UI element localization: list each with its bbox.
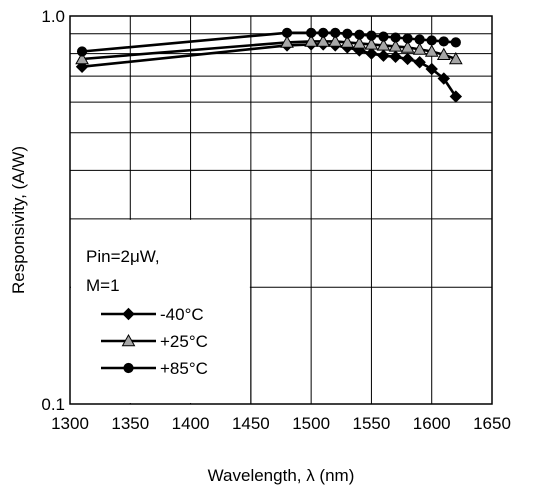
data-point bbox=[304, 34, 318, 47]
data-point bbox=[364, 37, 379, 50]
annotation-line-1: Pin=2μW, bbox=[86, 247, 160, 266]
data-point bbox=[354, 29, 365, 40]
x-tick-label: 1350 bbox=[111, 414, 149, 433]
data-point bbox=[412, 42, 427, 55]
data-point bbox=[389, 50, 402, 63]
legend-marker bbox=[122, 307, 135, 321]
data-point bbox=[306, 27, 317, 38]
x-tick-label: 1500 bbox=[292, 414, 330, 433]
legend-entry: +25°C bbox=[101, 332, 208, 351]
data-point bbox=[75, 51, 89, 65]
data-point bbox=[318, 27, 329, 38]
data-point bbox=[342, 28, 353, 39]
data-point bbox=[352, 36, 367, 49]
data-point bbox=[449, 90, 463, 103]
legend-label: +25°C bbox=[160, 332, 208, 351]
data-point bbox=[76, 46, 88, 57]
data-point bbox=[340, 35, 355, 48]
data-point bbox=[438, 36, 449, 47]
series-line bbox=[81, 43, 457, 98]
legend-marker bbox=[121, 333, 136, 347]
data-point bbox=[330, 27, 341, 38]
legend-entry: -40°C bbox=[101, 305, 204, 324]
data-point bbox=[402, 33, 413, 44]
data-point bbox=[413, 56, 426, 69]
x-tick-label: 1300 bbox=[51, 414, 89, 433]
data-point bbox=[450, 37, 461, 48]
data-point bbox=[378, 31, 389, 42]
data-point bbox=[400, 40, 415, 53]
data-point bbox=[328, 34, 343, 47]
legend-box: Pin=2μW, M=1 bbox=[71, 218, 252, 404]
data-point bbox=[426, 35, 437, 46]
data-point bbox=[424, 44, 439, 57]
y-axis-label: Responsivity, (A/W) bbox=[9, 146, 28, 294]
data-point bbox=[365, 47, 378, 60]
data-point bbox=[366, 30, 377, 41]
x-tick-label: 1600 bbox=[413, 414, 451, 433]
data-point bbox=[425, 62, 438, 76]
series-triangle bbox=[75, 34, 463, 65]
x-tick-label: 1650 bbox=[473, 414, 511, 433]
y-tick-label: 0.1 bbox=[41, 395, 65, 414]
x-axis-label: Wavelength, λ (nm) bbox=[208, 466, 355, 485]
data-point bbox=[414, 34, 425, 45]
annotation-line-2: M=1 bbox=[86, 276, 120, 295]
x-tick-label: 1400 bbox=[172, 414, 210, 433]
data-point bbox=[376, 38, 391, 51]
legend-label: -40°C bbox=[160, 305, 204, 324]
data-point bbox=[437, 72, 450, 85]
x-tick-label: 1450 bbox=[232, 414, 270, 433]
legend-entries: -40°C +25°C +85°C bbox=[101, 305, 208, 378]
series-layer bbox=[75, 27, 463, 103]
data-point bbox=[390, 32, 401, 43]
data-point bbox=[388, 39, 403, 52]
legend-label: +85°C bbox=[160, 359, 208, 378]
data-point bbox=[377, 49, 390, 62]
data-point bbox=[401, 52, 414, 66]
data-point bbox=[448, 51, 463, 65]
legend-background bbox=[71, 219, 250, 403]
data-point bbox=[436, 47, 451, 60]
y-tick-labels: 0.1 1.0 bbox=[41, 7, 65, 414]
legend-marker bbox=[123, 362, 134, 374]
legend-entry: +85°C bbox=[101, 359, 208, 378]
series-circle bbox=[76, 27, 461, 57]
y-tick-label: 1.0 bbox=[41, 7, 65, 26]
data-point bbox=[281, 27, 293, 38]
data-point bbox=[316, 34, 331, 47]
plot-frame bbox=[69, 15, 493, 405]
x-tick-label: 1550 bbox=[353, 414, 391, 433]
x-tick-labels: 1300 1350 1400 1450 1500 1550 1600 1650 bbox=[51, 414, 511, 433]
data-point bbox=[280, 35, 294, 48]
